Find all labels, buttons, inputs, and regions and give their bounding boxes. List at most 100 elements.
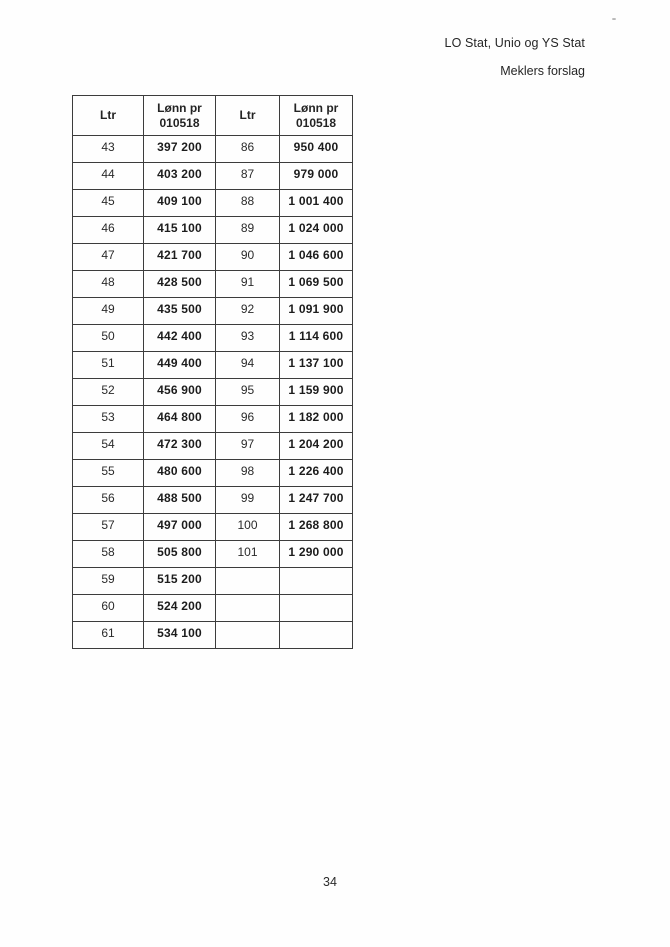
ltr-cell: 48 <box>72 270 144 298</box>
ltr-cell: 93 <box>215 324 280 352</box>
table-row: 46 415 100 89 1 024 000 <box>72 216 353 244</box>
salary-cell: 409 100 <box>143 189 216 217</box>
salary-cell: 1 159 900 <box>279 378 353 406</box>
ltr-cell: 97 <box>215 432 280 460</box>
table-row: 57 497 000 100 1 268 800 <box>72 513 353 541</box>
salary-cell: 415 100 <box>143 216 216 244</box>
salary-cell: 1 114 600 <box>279 324 353 352</box>
salary-cell: 421 700 <box>143 243 216 271</box>
ltr-cell: 58 <box>72 540 144 568</box>
salary-cell: 515 200 <box>143 567 216 595</box>
ltr-cell: 100 <box>215 513 280 541</box>
ltr-cell: 51 <box>72 351 144 379</box>
ltr-cell: 49 <box>72 297 144 325</box>
table-row: 59 515 200 <box>72 567 353 595</box>
table-row: 61 534 100 <box>72 621 353 649</box>
table-row: 56 488 500 99 1 247 700 <box>72 486 353 514</box>
scan-speck <box>612 18 616 20</box>
salary-cell: 1 001 400 <box>279 189 353 217</box>
salary-cell: 435 500 <box>143 297 216 325</box>
salary-cell: 403 200 <box>143 162 216 190</box>
salary-cell: 1 247 700 <box>279 486 353 514</box>
salary-cell: 442 400 <box>143 324 216 352</box>
table-row: 53 464 800 96 1 182 000 <box>72 405 353 433</box>
table-row: 55 480 600 98 1 226 400 <box>72 459 353 487</box>
table-row: 52 456 900 95 1 159 900 <box>72 378 353 406</box>
ltr-cell: 43 <box>72 135 144 163</box>
salary-cell <box>279 594 353 622</box>
salary-table: Ltr Lønn pr 010518 Ltr Lønn pr 010518 43 39… <box>72 95 353 649</box>
salary-cell: 488 500 <box>143 486 216 514</box>
ltr-cell: 95 <box>215 378 280 406</box>
ltr-cell: 47 <box>72 243 144 271</box>
header-doc-title: Meklers forslag <box>500 64 585 78</box>
salary-cell: 1 024 000 <box>279 216 353 244</box>
salary-cell: 1 204 200 <box>279 432 353 460</box>
column-header-salary-left: Lønn pr 010518 <box>143 95 216 136</box>
ltr-cell <box>215 594 280 622</box>
table-row: 45 409 100 88 1 001 400 <box>72 189 353 217</box>
ltr-cell: 60 <box>72 594 144 622</box>
ltr-cell: 101 <box>215 540 280 568</box>
salary-cell: 534 100 <box>143 621 216 649</box>
salary-cell: 950 400 <box>279 135 353 163</box>
table-row: 48 428 500 91 1 069 500 <box>72 270 353 298</box>
ltr-cell: 87 <box>215 162 280 190</box>
ltr-cell: 52 <box>72 378 144 406</box>
header-org-names: LO Stat, Unio og YS Stat <box>444 36 585 50</box>
salary-cell: 464 800 <box>143 405 216 433</box>
salary-cell: 428 500 <box>143 270 216 298</box>
ltr-cell: 98 <box>215 459 280 487</box>
ltr-cell: 45 <box>72 189 144 217</box>
document-header: LO Stat, Unio og YS Stat Meklers forslag <box>445 36 585 78</box>
table-row: 50 442 400 93 1 114 600 <box>72 324 353 352</box>
table-row: 49 435 500 92 1 091 900 <box>72 297 353 325</box>
salary-cell: 1 069 500 <box>279 270 353 298</box>
salary-table-body: 43 397 200 86 950 400 44 403 200 87 979 000 45 40… <box>72 135 353 649</box>
salary-cell: 979 000 <box>279 162 353 190</box>
table-row: 58 505 800 101 1 290 000 <box>72 540 353 568</box>
salary-cell: 472 300 <box>143 432 216 460</box>
salary-table-header: Ltr Lønn pr 010518 Ltr Lønn pr 010518 <box>72 95 353 136</box>
ltr-cell <box>215 621 280 649</box>
salary-cell: 1 268 800 <box>279 513 353 541</box>
ltr-cell: 50 <box>72 324 144 352</box>
salary-cell: 1 290 000 <box>279 540 353 568</box>
salary-cell: 1 226 400 <box>279 459 353 487</box>
ltr-cell: 46 <box>72 216 144 244</box>
salary-cell: 1 091 900 <box>279 297 353 325</box>
table-row: 60 524 200 <box>72 594 353 622</box>
column-header-salary-right: Lønn pr 010518 <box>279 95 353 136</box>
table-row: 43 397 200 86 950 400 <box>72 135 353 163</box>
salary-cell <box>279 567 353 595</box>
ltr-cell: 92 <box>215 297 280 325</box>
ltr-cell: 54 <box>72 432 144 460</box>
ltr-cell: 86 <box>215 135 280 163</box>
salary-cell: 456 900 <box>143 378 216 406</box>
ltr-cell: 44 <box>72 162 144 190</box>
salary-cell: 449 400 <box>143 351 216 379</box>
table-row: 54 472 300 97 1 204 200 <box>72 432 353 460</box>
ltr-cell: 96 <box>215 405 280 433</box>
ltr-cell: 99 <box>215 486 280 514</box>
salary-cell: 524 200 <box>143 594 216 622</box>
ltr-cell: 94 <box>215 351 280 379</box>
ltr-cell: 59 <box>72 567 144 595</box>
ltr-cell: 56 <box>72 486 144 514</box>
column-header-ltr-right: Ltr <box>215 95 280 136</box>
salary-cell: 505 800 <box>143 540 216 568</box>
page-number: 34 <box>323 875 337 889</box>
ltr-cell: 61 <box>72 621 144 649</box>
ltr-cell: 88 <box>215 189 280 217</box>
ltr-cell: 90 <box>215 243 280 271</box>
ltr-cell: 91 <box>215 270 280 298</box>
ltr-cell: 89 <box>215 216 280 244</box>
ltr-cell: 53 <box>72 405 144 433</box>
salary-cell: 480 600 <box>143 459 216 487</box>
salary-cell: 1 137 100 <box>279 351 353 379</box>
salary-cell <box>279 621 353 649</box>
table-row: 47 421 700 90 1 046 600 <box>72 243 353 271</box>
table-row: 44 403 200 87 979 000 <box>72 162 353 190</box>
table-row: 51 449 400 94 1 137 100 <box>72 351 353 379</box>
